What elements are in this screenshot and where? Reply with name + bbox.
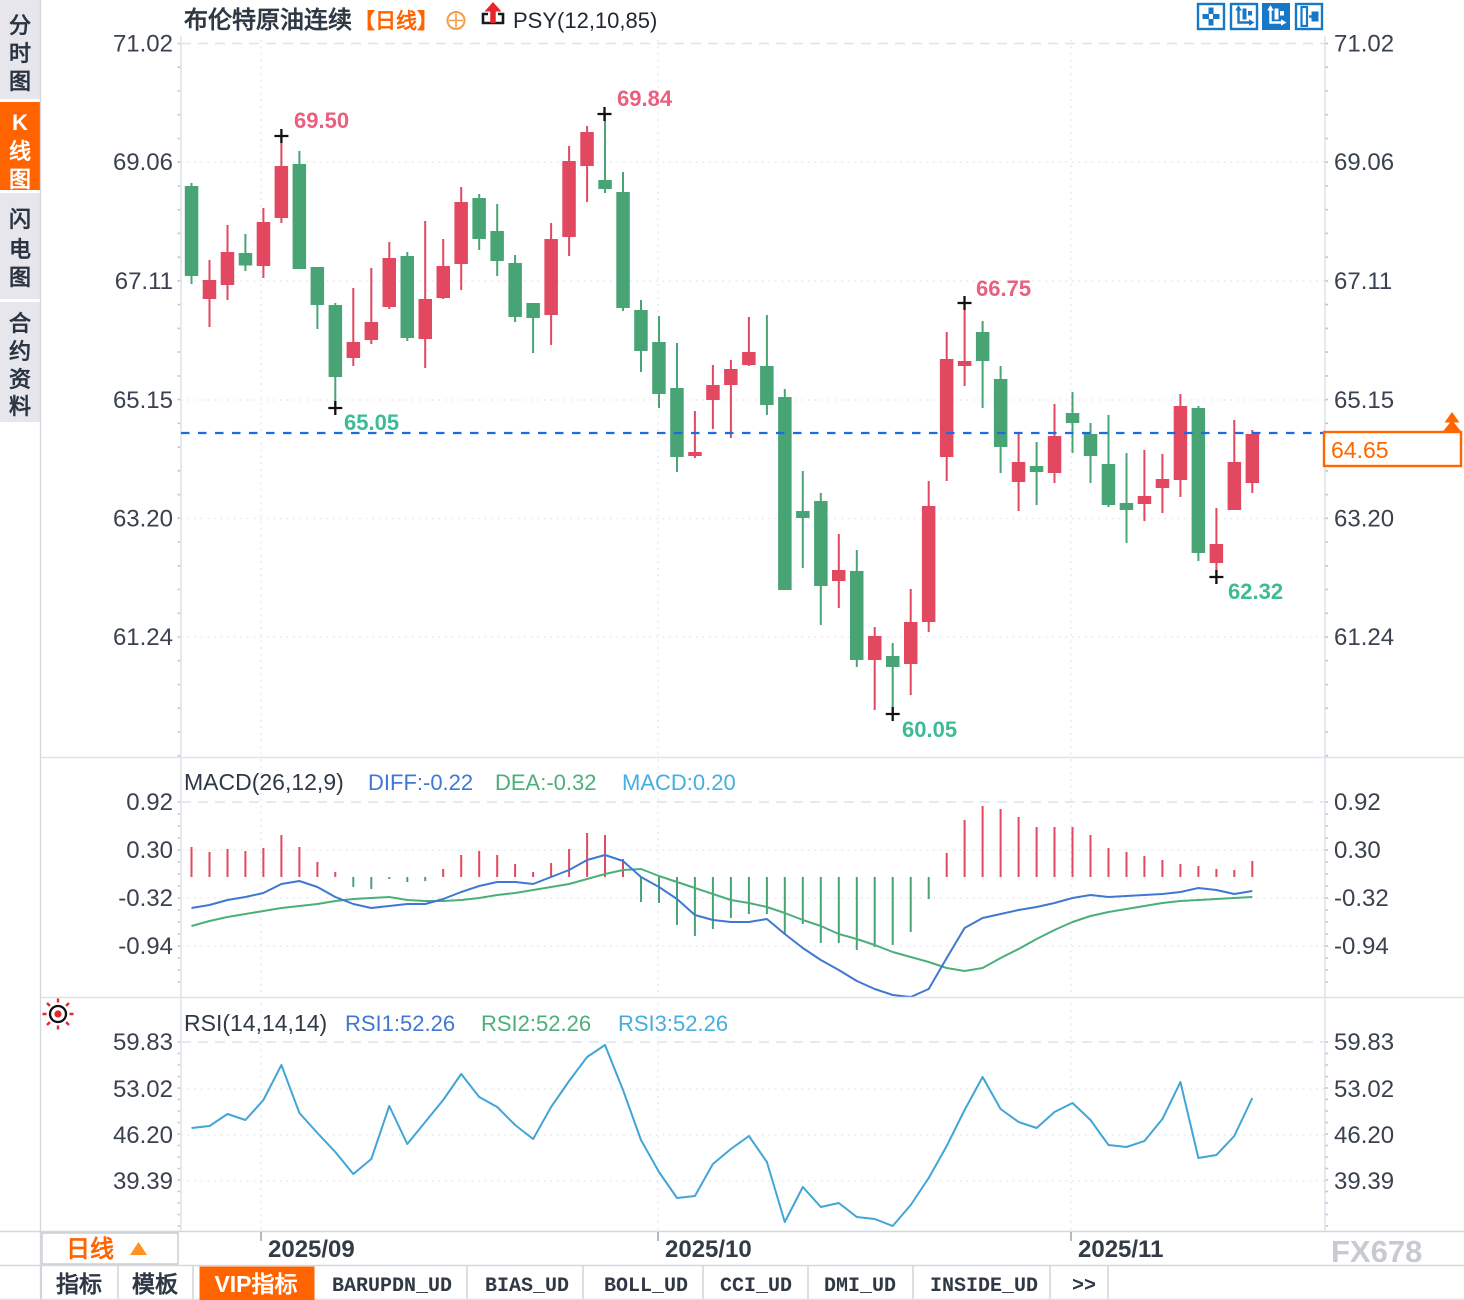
svg-text:-0.94: -0.94 bbox=[118, 933, 173, 960]
svg-text:61.24: 61.24 bbox=[1334, 624, 1394, 651]
svg-text:69.06: 69.06 bbox=[1334, 149, 1394, 176]
svg-text:62.32: 62.32 bbox=[1228, 579, 1283, 604]
svg-text:RSI(14,14,14): RSI(14,14,14) bbox=[184, 1010, 327, 1036]
svg-text:资: 资 bbox=[9, 367, 31, 392]
svg-text:0.92: 0.92 bbox=[126, 789, 173, 816]
svg-text:0.30: 0.30 bbox=[126, 837, 173, 864]
svg-text:67.11: 67.11 bbox=[1334, 268, 1392, 295]
svg-text:67.11: 67.11 bbox=[115, 268, 173, 295]
svg-text:53.02: 53.02 bbox=[113, 1076, 173, 1103]
svg-text:分: 分 bbox=[9, 13, 31, 38]
svg-text:【日线】: 【日线】 bbox=[354, 9, 438, 33]
svg-text:图: 图 bbox=[9, 167, 31, 192]
svg-text:K: K bbox=[12, 110, 28, 135]
svg-text:INSIDE_UD: INSIDE_UD bbox=[930, 1275, 1038, 1298]
svg-text:61.24: 61.24 bbox=[113, 624, 173, 651]
svg-text:59.83: 59.83 bbox=[113, 1029, 173, 1056]
svg-text:MACD:0.20: MACD:0.20 bbox=[622, 770, 736, 795]
svg-text:FX678: FX678 bbox=[1331, 1234, 1422, 1269]
svg-text:PSY(12,10,85): PSY(12,10,85) bbox=[513, 8, 657, 33]
svg-text:时: 时 bbox=[9, 41, 31, 66]
svg-text:BARUPDN_UD: BARUPDN_UD bbox=[332, 1275, 452, 1298]
svg-text:39.39: 39.39 bbox=[1334, 1168, 1394, 1195]
svg-text:布伦特原油连续: 布伦特原油连续 bbox=[184, 6, 352, 34]
svg-text:65.15: 65.15 bbox=[113, 387, 173, 414]
svg-text:日线: 日线 bbox=[66, 1236, 114, 1263]
svg-text:-0.94: -0.94 bbox=[1334, 933, 1389, 960]
svg-text:电: 电 bbox=[9, 237, 31, 262]
svg-text:>>: >> bbox=[1072, 1275, 1096, 1298]
svg-text:63.20: 63.20 bbox=[113, 506, 173, 533]
svg-text:料: 料 bbox=[9, 394, 31, 419]
svg-text:图: 图 bbox=[9, 69, 31, 94]
svg-text:59.83: 59.83 bbox=[1334, 1029, 1394, 1056]
svg-text:约: 约 bbox=[9, 339, 31, 364]
svg-text:2025/09: 2025/09 bbox=[268, 1236, 355, 1263]
svg-text:69.50: 69.50 bbox=[294, 108, 349, 133]
svg-text:53.02: 53.02 bbox=[1334, 1076, 1394, 1103]
svg-text:69.84: 69.84 bbox=[617, 86, 673, 111]
svg-text:60.05: 60.05 bbox=[902, 717, 957, 742]
svg-text:64.65: 64.65 bbox=[1331, 437, 1389, 463]
svg-text:-0.32: -0.32 bbox=[118, 885, 173, 912]
svg-text:39.39: 39.39 bbox=[113, 1168, 173, 1195]
svg-text:0.30: 0.30 bbox=[1334, 837, 1381, 864]
svg-text:65.05: 65.05 bbox=[344, 410, 399, 435]
svg-text:2025/11: 2025/11 bbox=[1078, 1236, 1163, 1263]
svg-text:合: 合 bbox=[9, 311, 32, 336]
svg-text:RSI2:52.26: RSI2:52.26 bbox=[481, 1011, 591, 1036]
svg-text:2025/10: 2025/10 bbox=[665, 1236, 752, 1263]
svg-text:VIP指标: VIP指标 bbox=[214, 1271, 297, 1297]
svg-text:DIFF:-0.22: DIFF:-0.22 bbox=[368, 770, 473, 795]
svg-text:65.15: 65.15 bbox=[1334, 387, 1394, 414]
svg-text:指标: 指标 bbox=[56, 1271, 102, 1297]
svg-text:闪: 闪 bbox=[9, 207, 31, 232]
svg-text:63.20: 63.20 bbox=[1334, 506, 1394, 533]
svg-text:BIAS_UD: BIAS_UD bbox=[485, 1275, 569, 1298]
svg-text:69.06: 69.06 bbox=[113, 149, 173, 176]
svg-text:66.75: 66.75 bbox=[976, 276, 1031, 301]
svg-text:-0.32: -0.32 bbox=[1334, 885, 1389, 912]
svg-text:RSI1:52.26: RSI1:52.26 bbox=[345, 1011, 455, 1036]
svg-text:图: 图 bbox=[9, 265, 31, 290]
svg-text:46.20: 46.20 bbox=[113, 1122, 173, 1149]
svg-text:71.02: 71.02 bbox=[113, 31, 173, 58]
svg-text:DMI_UD: DMI_UD bbox=[824, 1275, 896, 1298]
svg-text:RSI3:52.26: RSI3:52.26 bbox=[618, 1011, 728, 1036]
svg-text:CCI_UD: CCI_UD bbox=[720, 1275, 792, 1298]
svg-text:MACD(26,12,9): MACD(26,12,9) bbox=[184, 769, 344, 795]
svg-text:46.20: 46.20 bbox=[1334, 1122, 1394, 1149]
svg-text:71.02: 71.02 bbox=[1334, 31, 1394, 58]
svg-text:BOLL_UD: BOLL_UD bbox=[604, 1275, 688, 1298]
svg-text:线: 线 bbox=[9, 139, 31, 164]
svg-text:DEA:-0.32: DEA:-0.32 bbox=[495, 770, 597, 795]
svg-text:模板: 模板 bbox=[132, 1271, 179, 1297]
svg-text:0.92: 0.92 bbox=[1334, 789, 1381, 816]
